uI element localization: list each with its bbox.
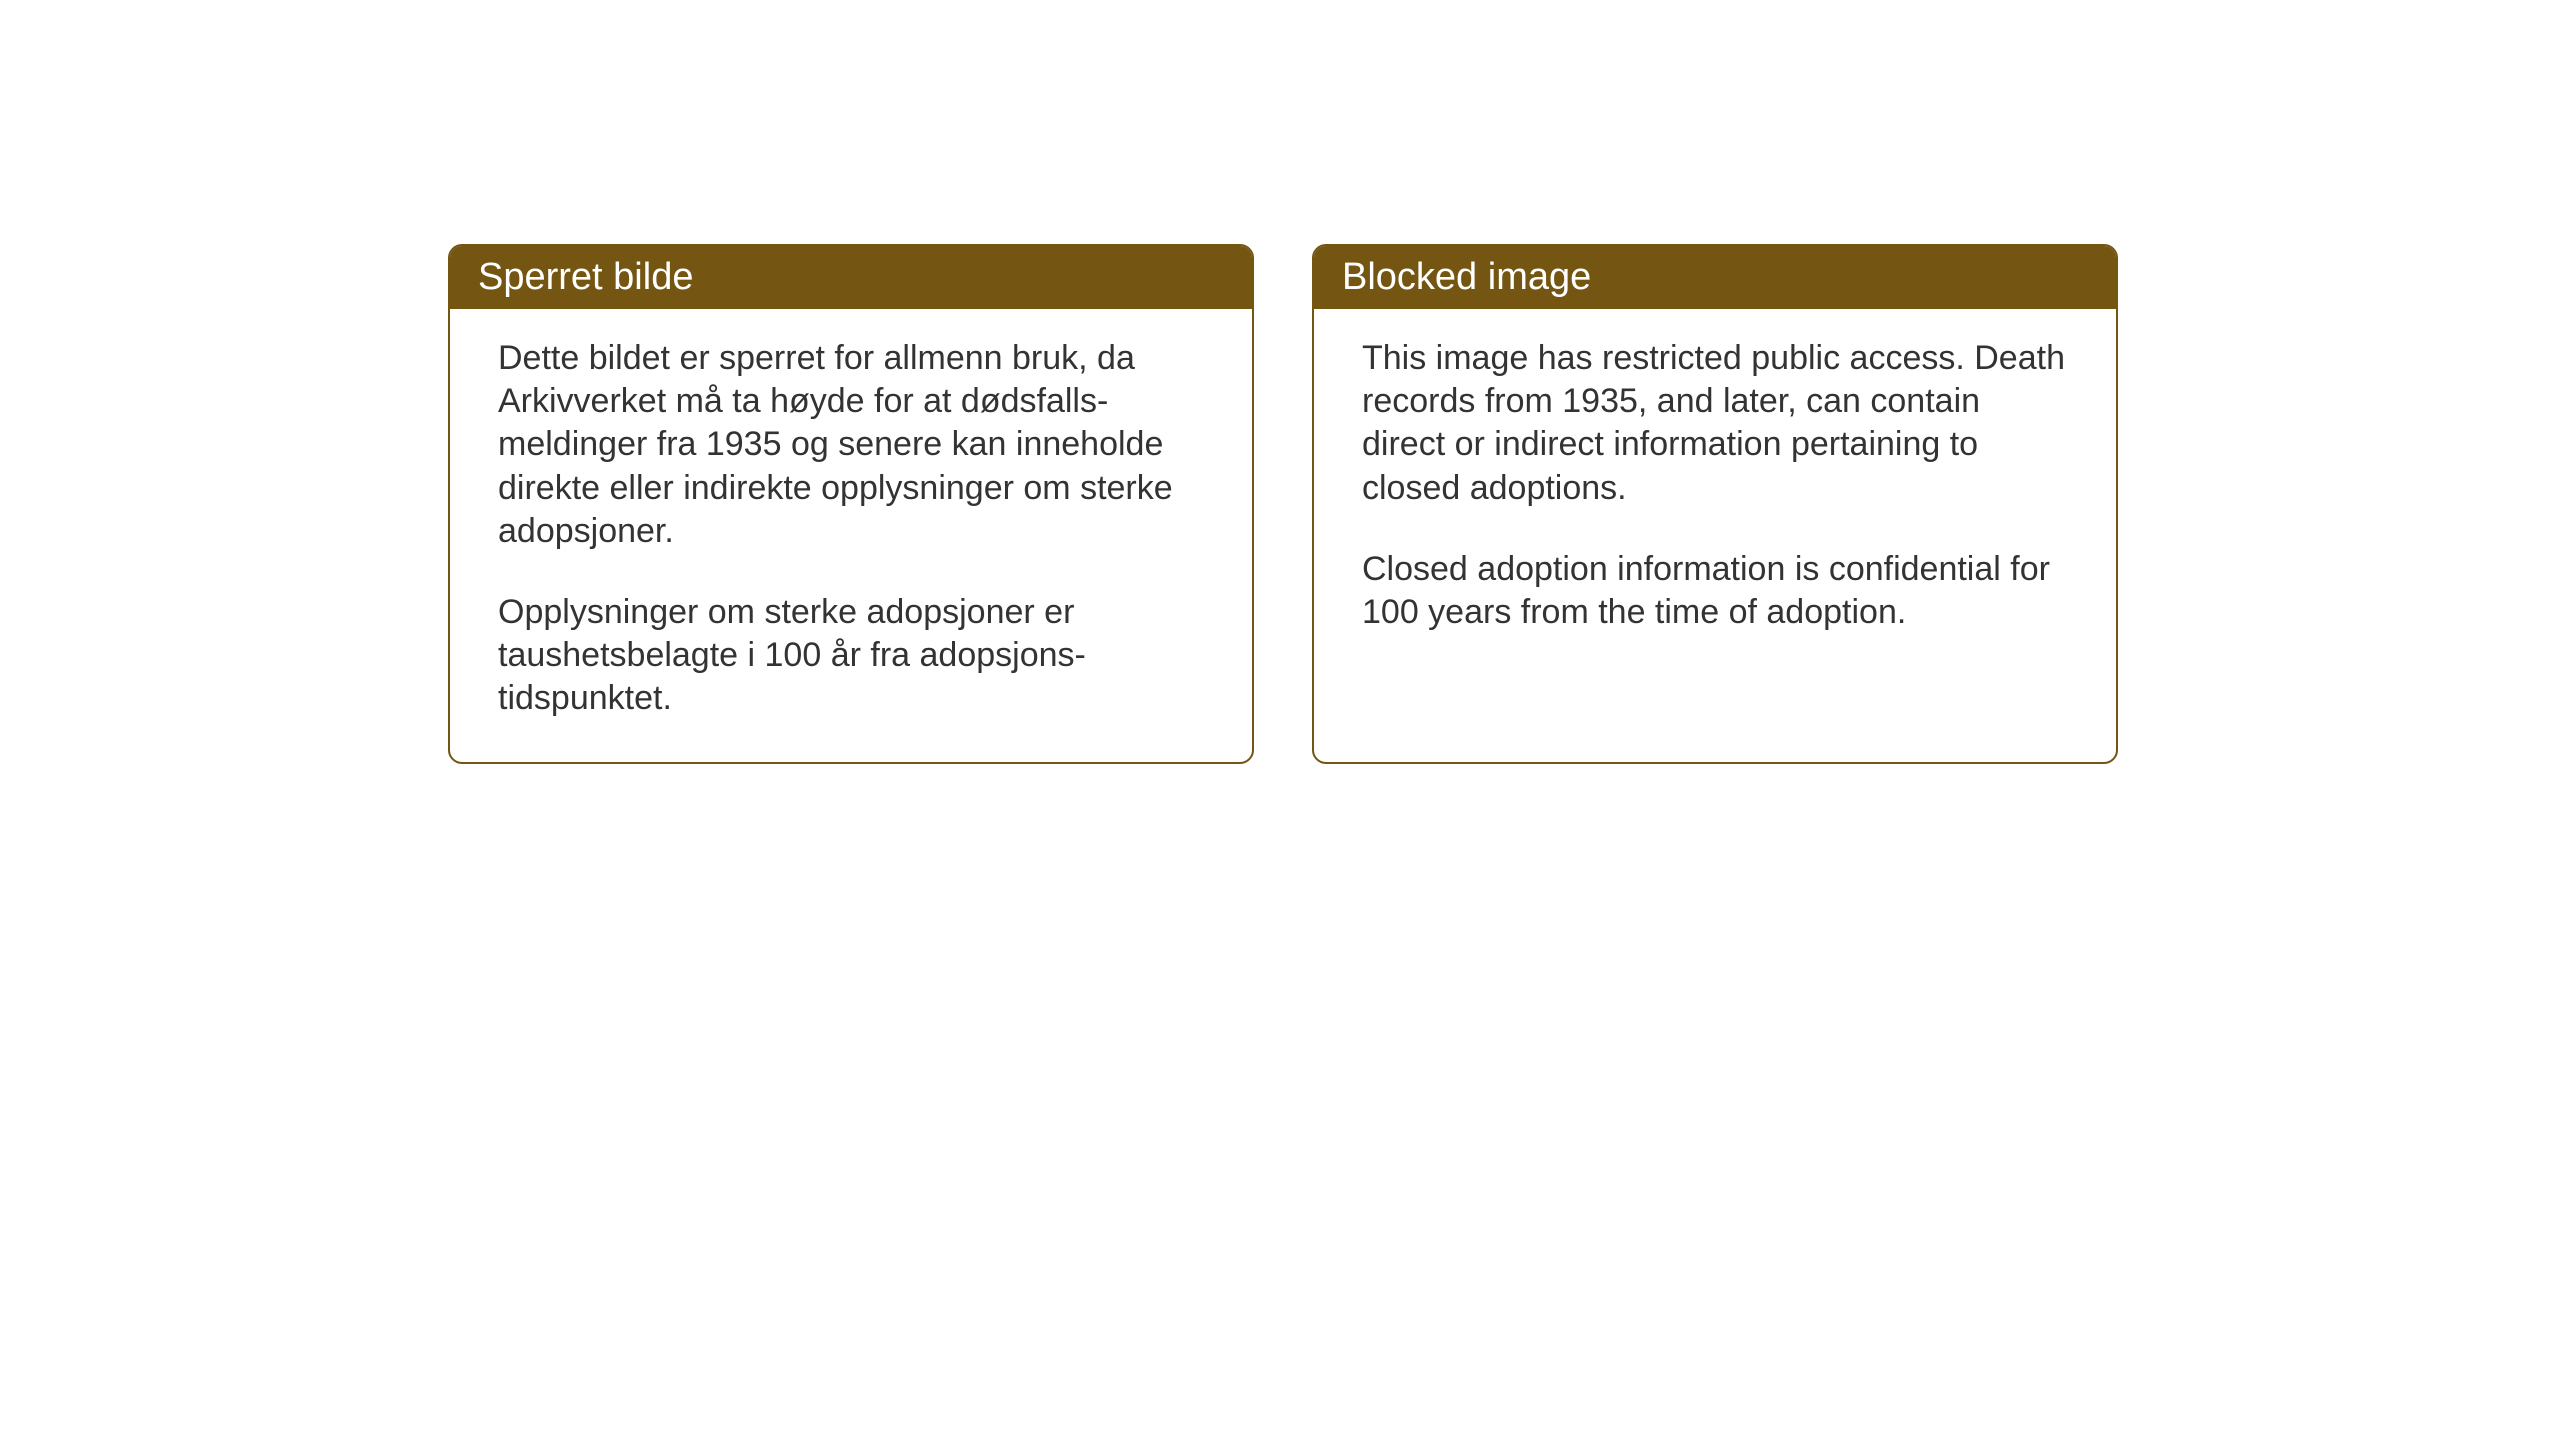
norwegian-card-title: Sperret bilde <box>450 246 1252 309</box>
cards-container: Sperret bilde Dette bildet er sperret fo… <box>448 244 2118 764</box>
english-para-2: Closed adoption information is confident… <box>1362 548 2068 634</box>
norwegian-para-2: Opplysninger om sterke adopsjoner er tau… <box>498 591 1204 721</box>
norwegian-para-1: Dette bildet er sperret for allmenn bruk… <box>498 337 1204 553</box>
english-para-1: This image has restricted public access.… <box>1362 337 2068 510</box>
norwegian-card: Sperret bilde Dette bildet er sperret fo… <box>448 244 1254 764</box>
english-card: Blocked image This image has restricted … <box>1312 244 2118 764</box>
english-card-title: Blocked image <box>1314 246 2116 309</box>
norwegian-card-body: Dette bildet er sperret for allmenn bruk… <box>450 309 1252 762</box>
english-card-body: This image has restricted public access.… <box>1314 309 2116 676</box>
